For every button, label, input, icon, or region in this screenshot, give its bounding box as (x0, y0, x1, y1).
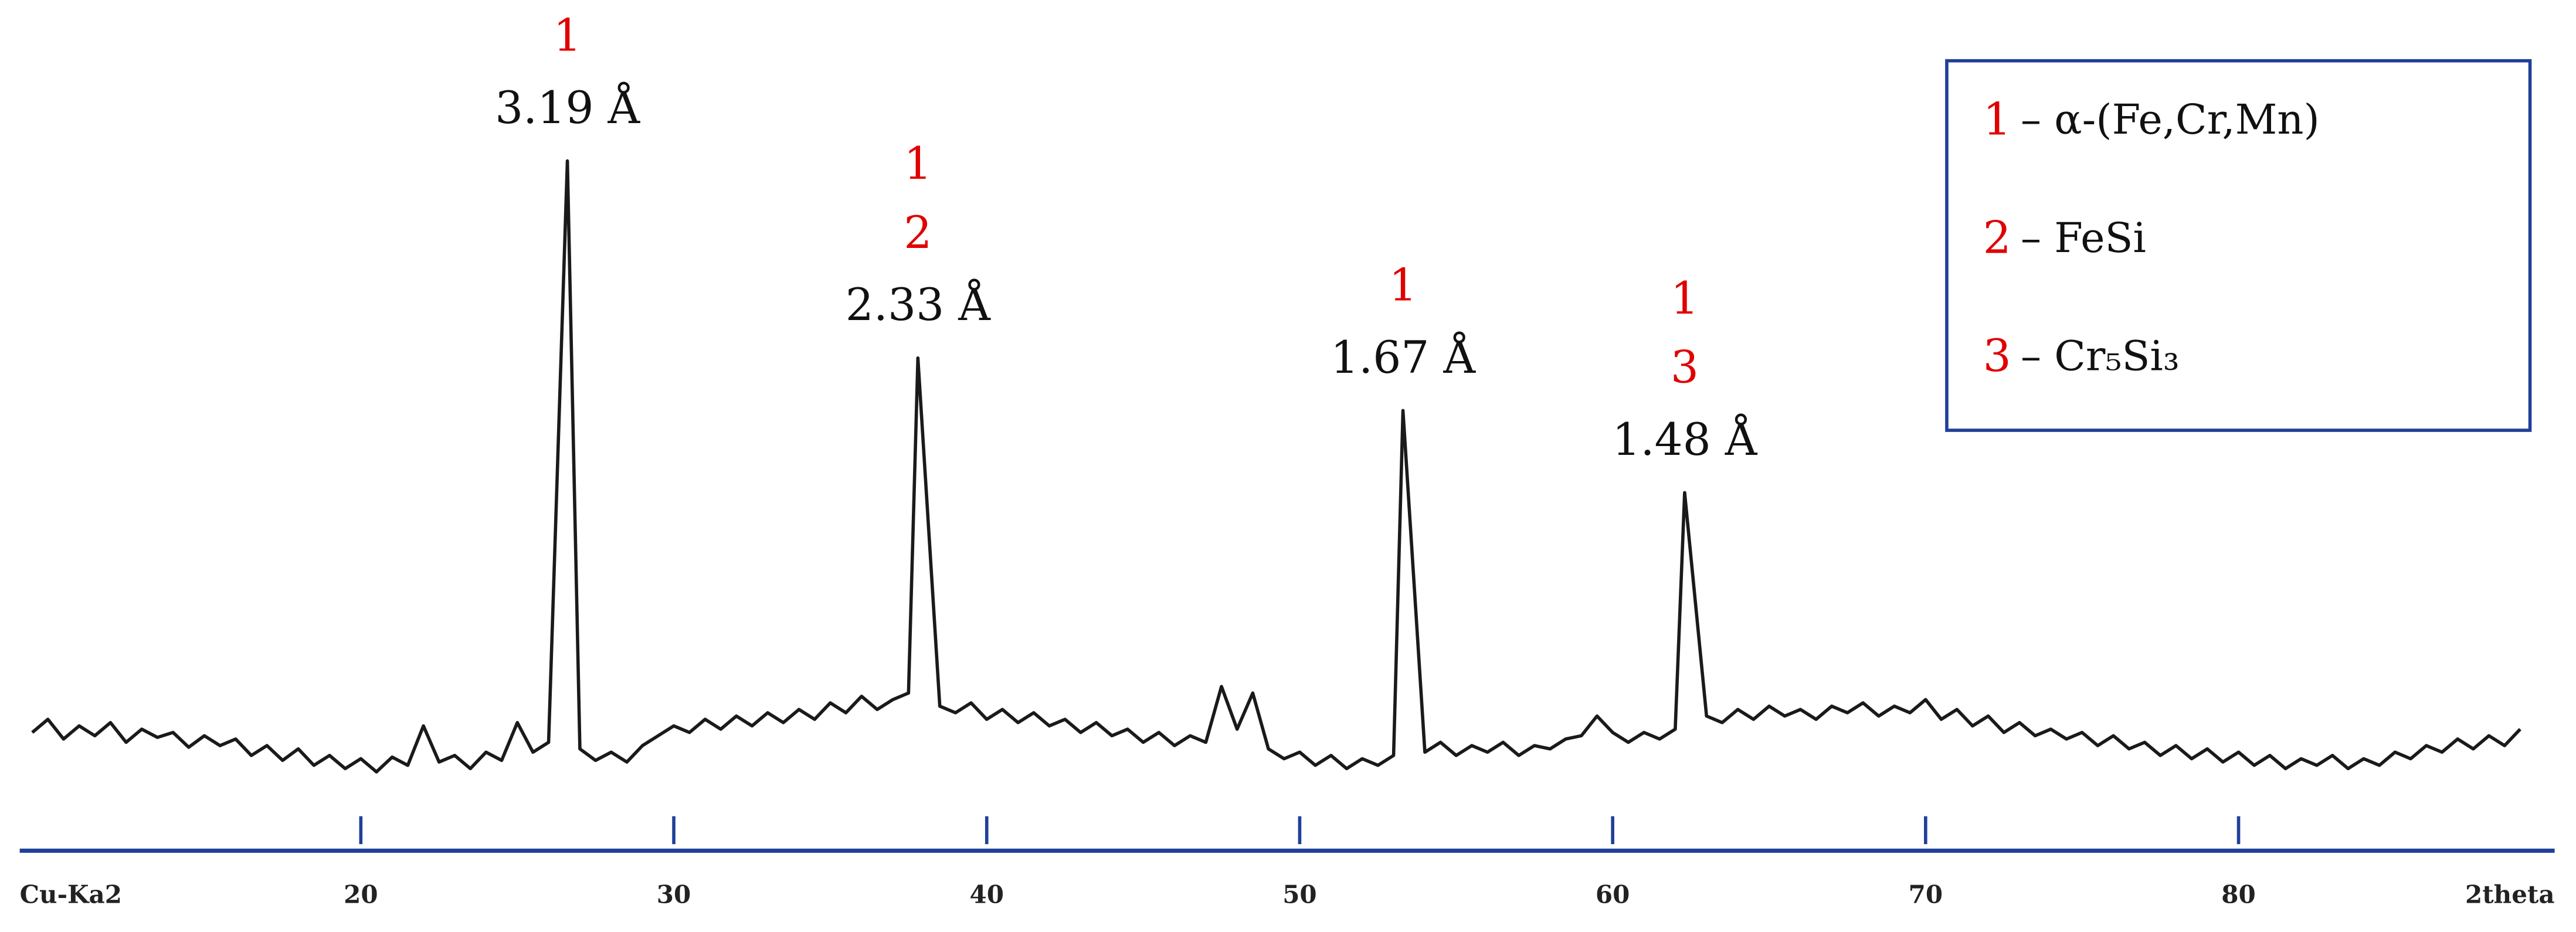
legend-number: 1 (1983, 94, 2011, 145)
peak-phase: 3 (1671, 342, 1699, 393)
peak-phase: 2 (904, 207, 932, 258)
peak-d-spacing: 3.19 Å (495, 82, 640, 134)
peak-d-spacing: 1.67 Å (1331, 332, 1476, 383)
legend-number: 2 (1983, 212, 2011, 263)
peak-d-spacing: 1.48 Å (1612, 414, 1757, 465)
x-axis-label: 2theta (2465, 880, 2555, 909)
x-tick-label: 20 (344, 880, 378, 909)
x-tick-label: 60 (1596, 880, 1630, 909)
legend-text: – Cr₅Si₃ (2021, 332, 2180, 380)
peak-phase: 1 (554, 10, 582, 62)
legend-text: – FeSi (2021, 214, 2146, 262)
peak-d-spacing: 2.33 Å (846, 279, 991, 331)
x-tick-label: 50 (1282, 880, 1316, 909)
peak-phase: 1 (904, 138, 932, 189)
radiation-label: Cu-Ka2 (20, 880, 122, 909)
legend-box (1945, 59, 2532, 432)
pattern-line (31, 159, 2521, 774)
x-tick-label: 80 (2221, 880, 2255, 909)
x-tick-label: 40 (970, 880, 1004, 909)
peak-phase: 1 (1389, 260, 1417, 311)
x-tick-label: 30 (657, 880, 691, 909)
legend-text: – α-(Fe,Cr,Mn) (2021, 96, 2320, 144)
legend-number: 3 (1983, 330, 2011, 382)
x-tick-label: 70 (1909, 880, 1943, 909)
peak-phase: 1 (1671, 273, 1699, 324)
